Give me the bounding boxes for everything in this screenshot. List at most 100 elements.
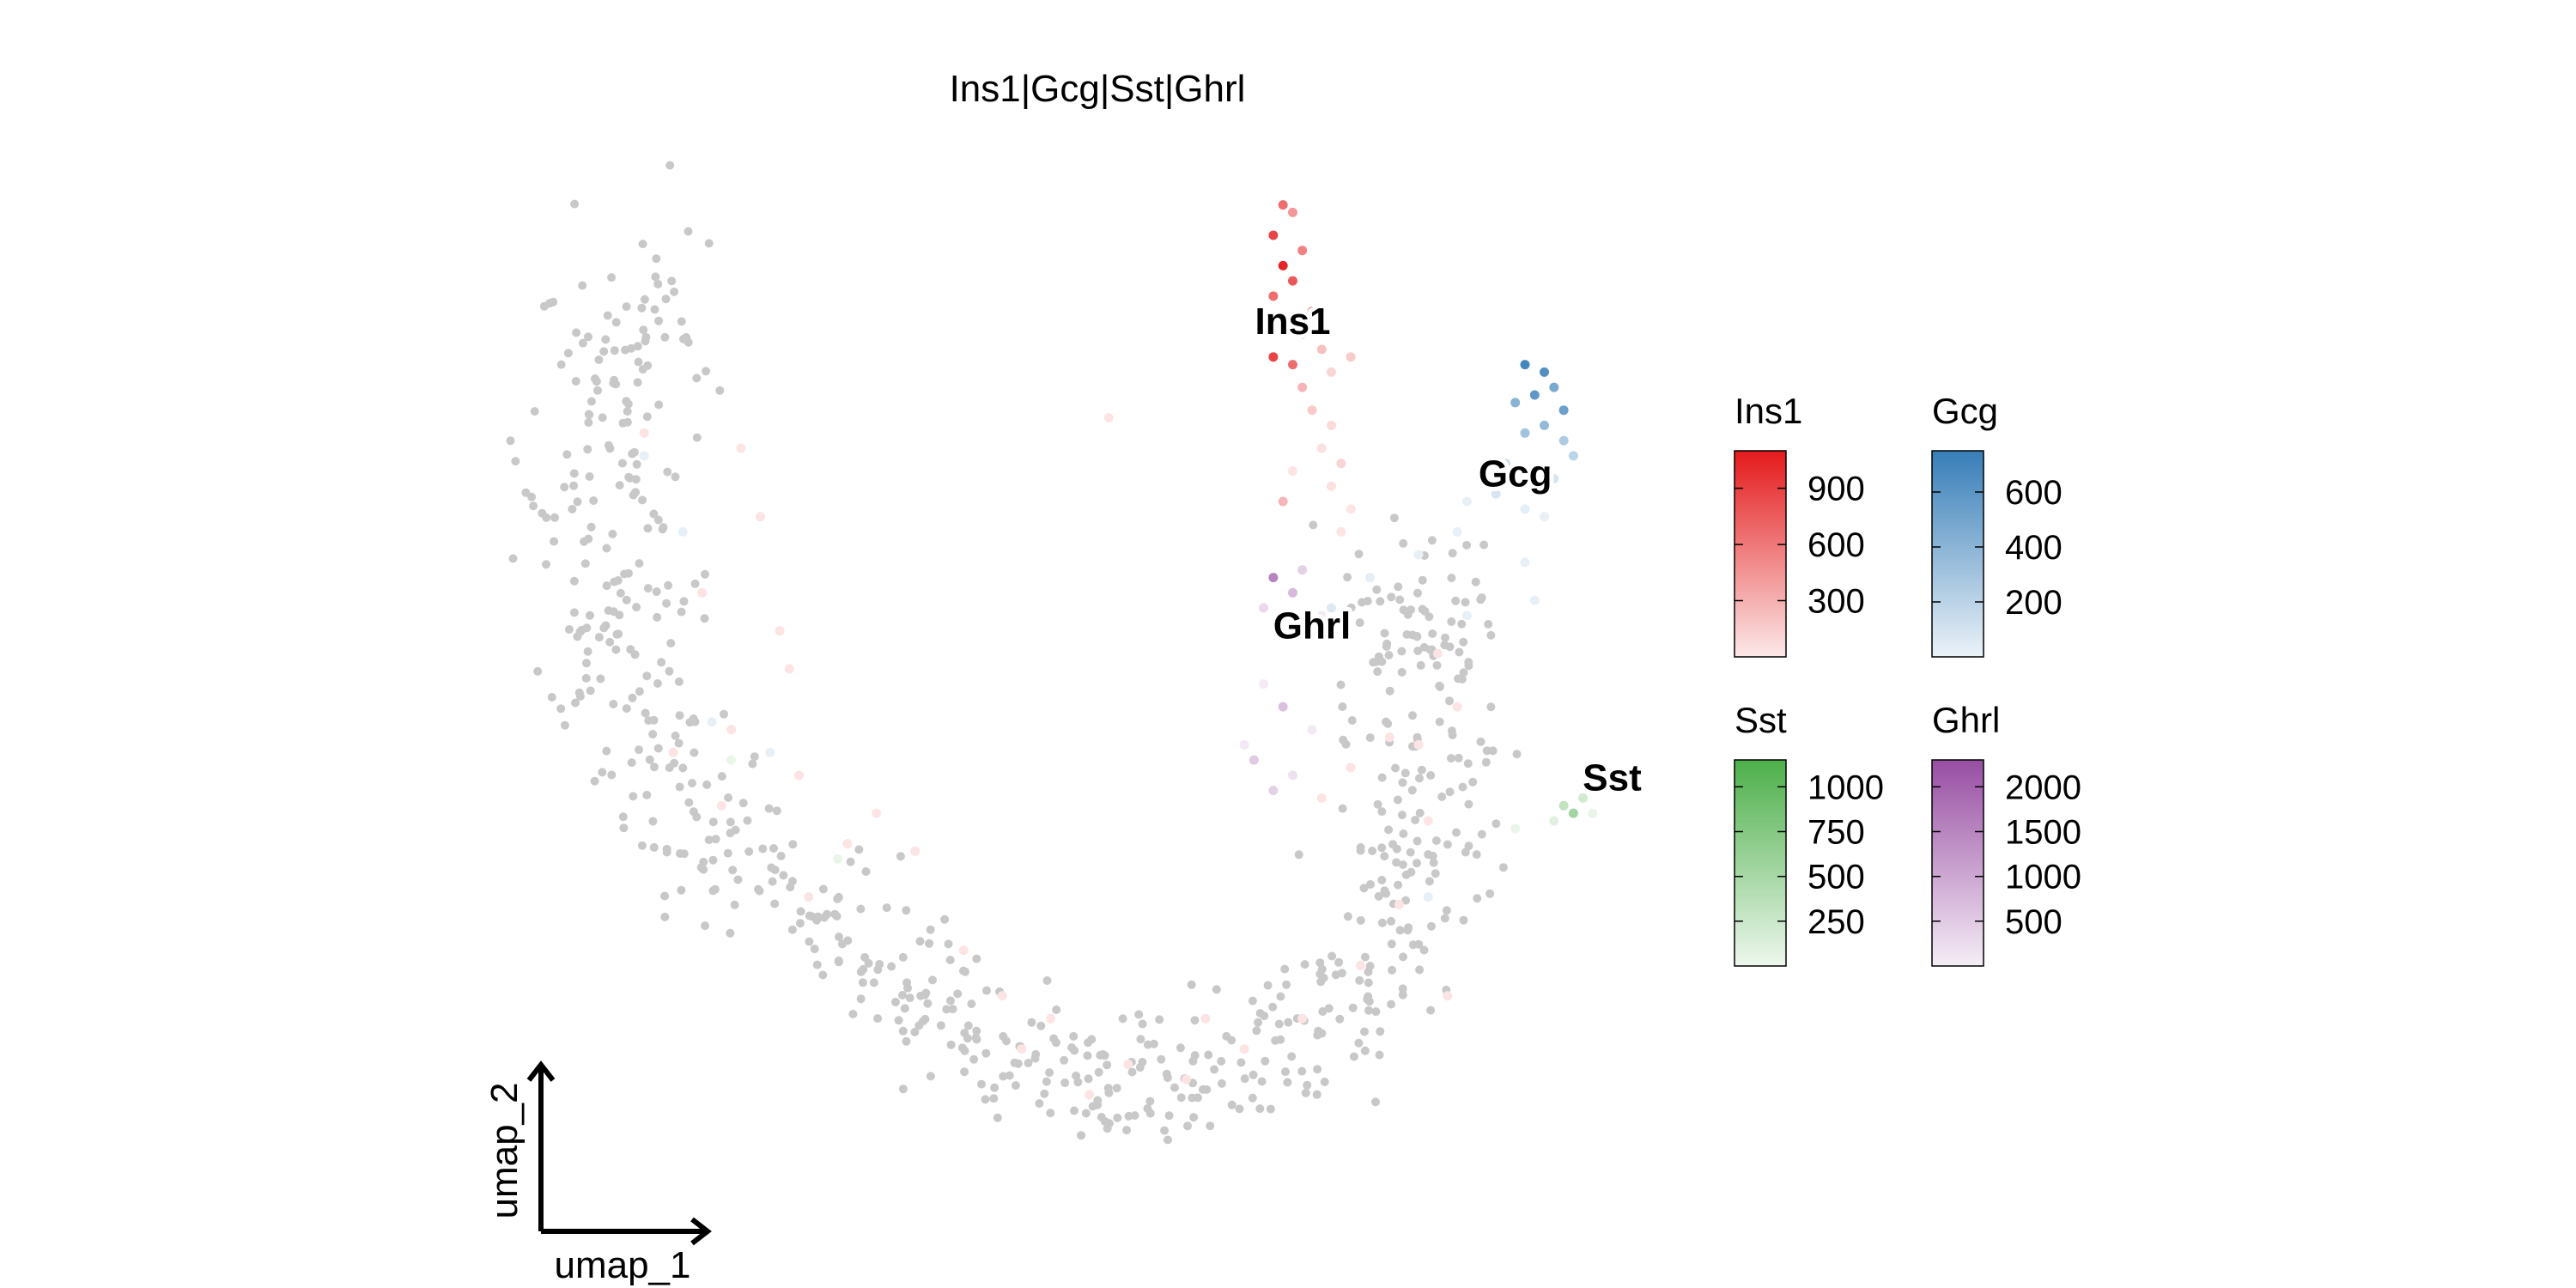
background-cell-point — [1464, 658, 1473, 667]
background-cell-point — [621, 345, 630, 355]
background-cell-point — [1458, 782, 1467, 792]
background-cell-point — [945, 956, 955, 964]
background-cell-point — [1011, 1081, 1020, 1091]
background-cell-point — [607, 770, 617, 780]
background-cell-point — [571, 377, 580, 386]
sst-cell-point — [1588, 808, 1598, 818]
background-cell-point — [898, 1026, 908, 1036]
background-cell-point — [1389, 513, 1399, 523]
background-cell-point — [1236, 1058, 1246, 1067]
background-cell-point — [1297, 1066, 1307, 1076]
background-cell-point — [1479, 540, 1489, 550]
background-cell-point — [652, 587, 661, 596]
background-cell-point — [1387, 999, 1396, 1009]
sst-cell-point — [833, 854, 843, 864]
ghrl-cell-point — [1249, 755, 1259, 765]
background-cell-point — [993, 1113, 1002, 1122]
sst-legend-title: Sst — [1735, 700, 1787, 740]
ins1-cell-point — [958, 945, 969, 956]
background-cell-point — [1135, 1063, 1145, 1072]
background-cell-point — [1312, 1090, 1321, 1099]
background-cell-point — [590, 776, 599, 786]
background-cell-point — [1005, 1071, 1014, 1080]
background-cell-point — [743, 816, 752, 825]
background-cell-point — [578, 281, 587, 290]
background-cell-point — [967, 999, 976, 1009]
background-cell-point — [1343, 573, 1352, 582]
background-cell-point — [1443, 840, 1452, 849]
background-cell-point — [750, 752, 759, 762]
background-cell-point — [1255, 1104, 1265, 1114]
background-cell-point — [1399, 952, 1407, 962]
background-cell-point — [856, 994, 866, 1004]
background-cell-point — [572, 328, 581, 337]
ins1-cell-point — [1278, 313, 1288, 324]
background-cell-point — [787, 877, 797, 886]
background-cell-point — [560, 720, 569, 730]
sst-cell-point — [1578, 793, 1589, 803]
sst-cell-point — [1510, 823, 1521, 834]
background-cell-point — [654, 400, 664, 410]
ins1-cell-point — [794, 770, 804, 781]
background-cell-point — [1046, 1109, 1055, 1118]
gcg-legend-title: Gcg — [1932, 391, 1998, 431]
background-cell-point — [1406, 605, 1416, 615]
ins1-cell-point — [1200, 1013, 1211, 1024]
background-cell-point — [711, 835, 720, 844]
background-cell-point — [620, 569, 629, 579]
background-cell-point — [1468, 777, 1478, 787]
background-cell-point — [1356, 846, 1365, 855]
background-cell-point — [856, 967, 866, 976]
background-cell-point — [1473, 894, 1482, 903]
background-cell-point — [1122, 1126, 1132, 1135]
gcg-cell-point — [1549, 382, 1559, 392]
background-cell-point — [684, 798, 694, 807]
background-cell-point — [1127, 1067, 1137, 1077]
background-cell-point — [948, 1005, 957, 1014]
background-cell-point — [701, 921, 709, 931]
ghrl-cell-point — [1268, 786, 1279, 796]
ins1-cell-point — [1452, 702, 1462, 712]
background-cell-point — [1476, 737, 1485, 746]
background-cell-point — [1371, 1007, 1381, 1017]
background-cell-point — [754, 884, 762, 894]
background-cell-point — [891, 998, 900, 1006]
ins1-cell-point — [1268, 291, 1279, 301]
background-cell-point — [733, 875, 743, 884]
background-cell-point — [1212, 985, 1221, 994]
gcg-cell-point — [1558, 405, 1569, 416]
background-cell-point — [608, 529, 617, 538]
background-cell-point — [1462, 540, 1472, 550]
background-cell-point — [1384, 825, 1394, 835]
background-cell-point — [1261, 1056, 1270, 1066]
sst-cell-point — [1568, 808, 1578, 818]
background-cell-point — [643, 524, 653, 533]
background-cell-point — [586, 686, 595, 696]
background-cell-point — [671, 731, 680, 740]
background-cell-point — [896, 852, 905, 861]
background-cell-point — [1398, 778, 1407, 787]
gcg-cell-point — [639, 451, 649, 461]
background-cell-point — [1319, 973, 1328, 982]
background-cell-point — [1366, 880, 1375, 889]
background-cell-point — [875, 959, 884, 969]
background-cell-point — [602, 581, 611, 591]
background-cell-point — [1431, 836, 1441, 845]
background-cell-point — [1413, 836, 1422, 846]
background-cell-point — [858, 978, 867, 987]
background-cell-point — [690, 579, 700, 588]
background-cell-point — [569, 576, 579, 586]
background-cell-point — [560, 483, 569, 492]
background-cell-point — [604, 606, 613, 616]
background-cell-point — [1459, 668, 1468, 677]
background-cell-point — [1360, 1027, 1369, 1036]
background-cell-point — [1445, 696, 1454, 706]
gcg-cell-point — [1481, 473, 1492, 483]
background-cell-point — [675, 711, 684, 720]
background-cell-point — [1377, 657, 1387, 666]
background-cell-point — [635, 687, 644, 696]
background-cell-point — [1042, 1077, 1051, 1086]
background-cell-point — [651, 272, 660, 282]
background-cell-point — [586, 522, 596, 532]
ins1-cell-point — [1327, 367, 1336, 377]
